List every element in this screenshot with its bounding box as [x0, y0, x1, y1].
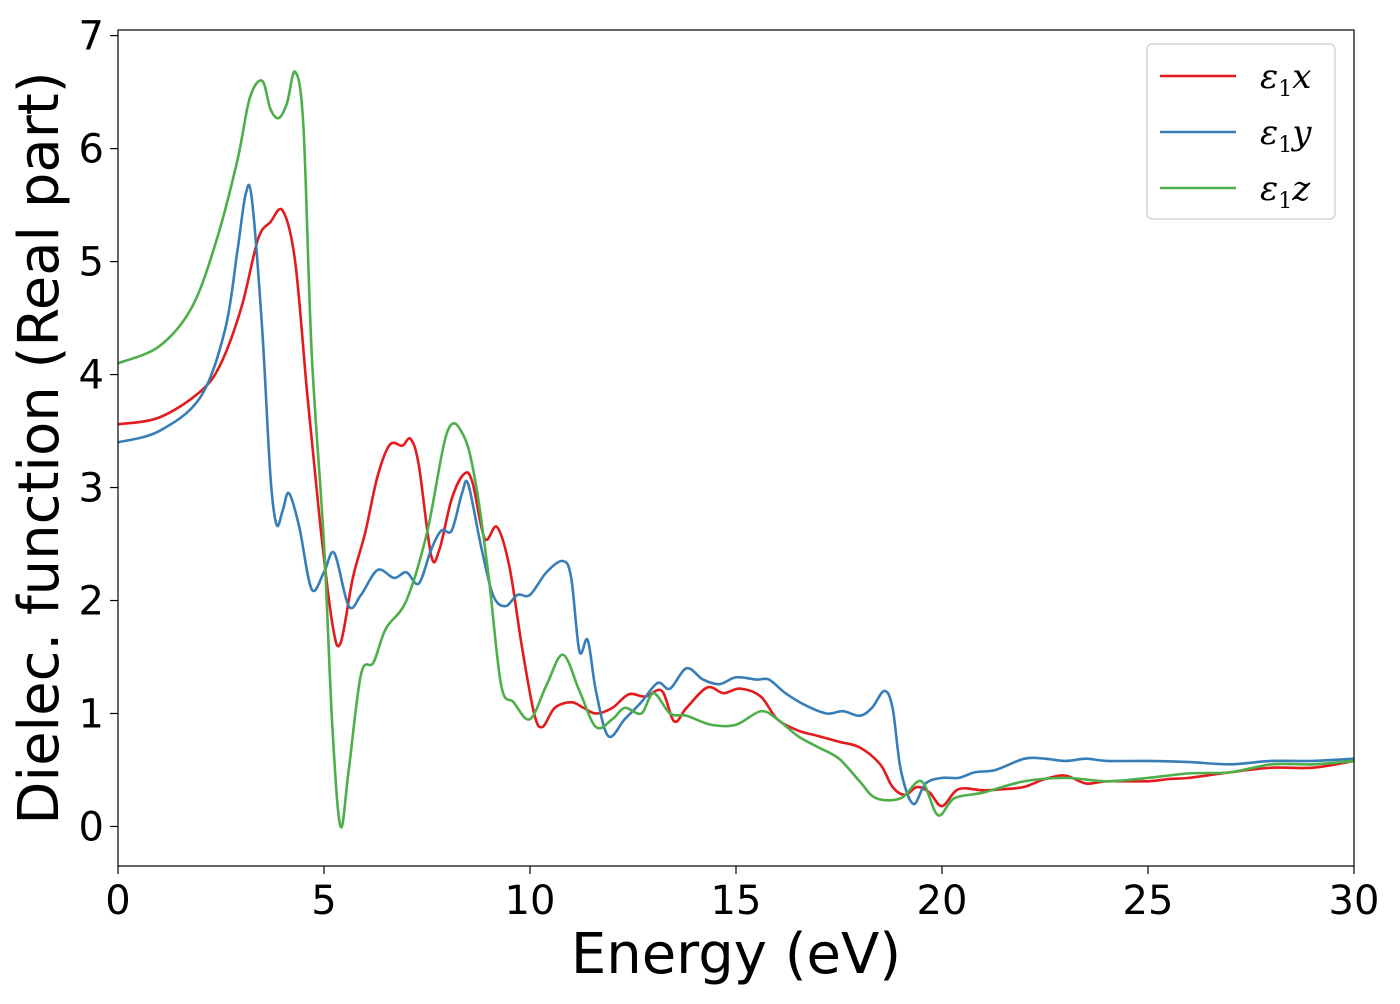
x-tick-label: 20	[917, 878, 968, 924]
legend-label-x: ε1x	[1260, 57, 1311, 102]
y-tick-label: 5	[79, 240, 104, 286]
y-tick-label: 6	[79, 127, 104, 173]
series-line-x	[118, 207, 1354, 808]
x-axis: 0 5 10 15 20 25 30	[105, 866, 1379, 924]
series-line-y	[118, 183, 1354, 806]
series-line-z	[118, 70, 1354, 829]
y-axis-title: Dielec. function (Real part)	[7, 71, 72, 824]
y-tick-label: 4	[79, 353, 104, 399]
y-tick-label: 1	[79, 691, 104, 737]
series-layer	[118, 70, 1354, 829]
x-tick-label: 10	[505, 878, 556, 924]
legend: ε1x ε1y ε1z	[1146, 43, 1336, 220]
legend-items: ε1x ε1y ε1z	[1160, 57, 1312, 214]
x-tick-label: 0	[105, 878, 130, 924]
x-axis-title: Energy (eV)	[571, 922, 901, 987]
x-tick-label: 5	[311, 878, 336, 924]
legend-label-z: ε1z	[1260, 169, 1311, 214]
x-tick-label: 30	[1329, 878, 1380, 924]
y-tick-label: 3	[79, 466, 104, 512]
y-tick-label: 7	[79, 14, 104, 60]
x-tick-label: 15	[711, 878, 762, 924]
y-tick-label: 0	[79, 804, 104, 850]
x-tick-label: 25	[1123, 878, 1174, 924]
legend-box	[1146, 43, 1336, 220]
y-tick-label: 2	[79, 579, 104, 625]
y-axis: 0 1 2 3 4 5 6 7	[79, 14, 118, 850]
legend-label-y: ε1y	[1260, 113, 1312, 158]
